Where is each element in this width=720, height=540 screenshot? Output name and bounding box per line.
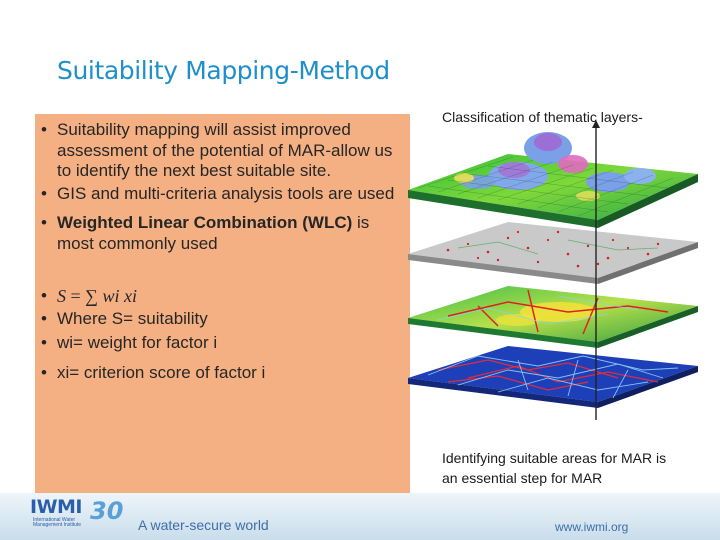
bullet-list: Suitability mapping will assist improved…	[41, 120, 403, 384]
bullet-formula: S = ∑ wi xi	[41, 286, 403, 307]
formula-s: S	[57, 286, 66, 306]
bullet-where-s: Where S= suitability	[41, 309, 403, 330]
footer-tagline: A water-secure world	[138, 517, 269, 533]
layer-green-yellow	[408, 286, 698, 348]
anniversary-30-logo: 30	[90, 497, 124, 525]
bullet-xi-definition: xi= criterion score of factor i	[41, 363, 403, 384]
layer-blue-network	[408, 346, 698, 408]
slide-title: Suitability Mapping-Method	[57, 56, 390, 85]
footer-website: www.iwmi.org	[555, 520, 629, 534]
thematic-layers-stack-image	[408, 120, 698, 420]
wlc-bold-text: Weighted Linear Combination (WLC)	[57, 213, 353, 232]
bullet-wi-definition: wi= weight for factor i	[41, 333, 403, 354]
bullet-wlc: Weighted Linear Combination (WLC) is mos…	[41, 213, 403, 254]
bullet-suitability-mapping: Suitability mapping will assist improved…	[41, 120, 403, 182]
stack-arrow-head	[592, 120, 600, 128]
caption-classification: Classification of thematic layers-	[442, 109, 643, 125]
wlc-rest-text: is most commonly used	[57, 213, 370, 253]
bullet-gis-tools: GIS and multi-criteria analysis tools ar…	[41, 184, 403, 205]
layer-gray-dots	[408, 222, 698, 284]
footer-bar	[0, 493, 720, 540]
iwmi-logo: IWMI	[30, 496, 83, 518]
formula-equals-sum: = ∑	[66, 286, 103, 306]
layer-terrain	[408, 132, 698, 228]
formula-terms: wi xi	[102, 286, 137, 306]
iwmi-logo-subtitle: International Water Management Institute	[33, 517, 82, 528]
